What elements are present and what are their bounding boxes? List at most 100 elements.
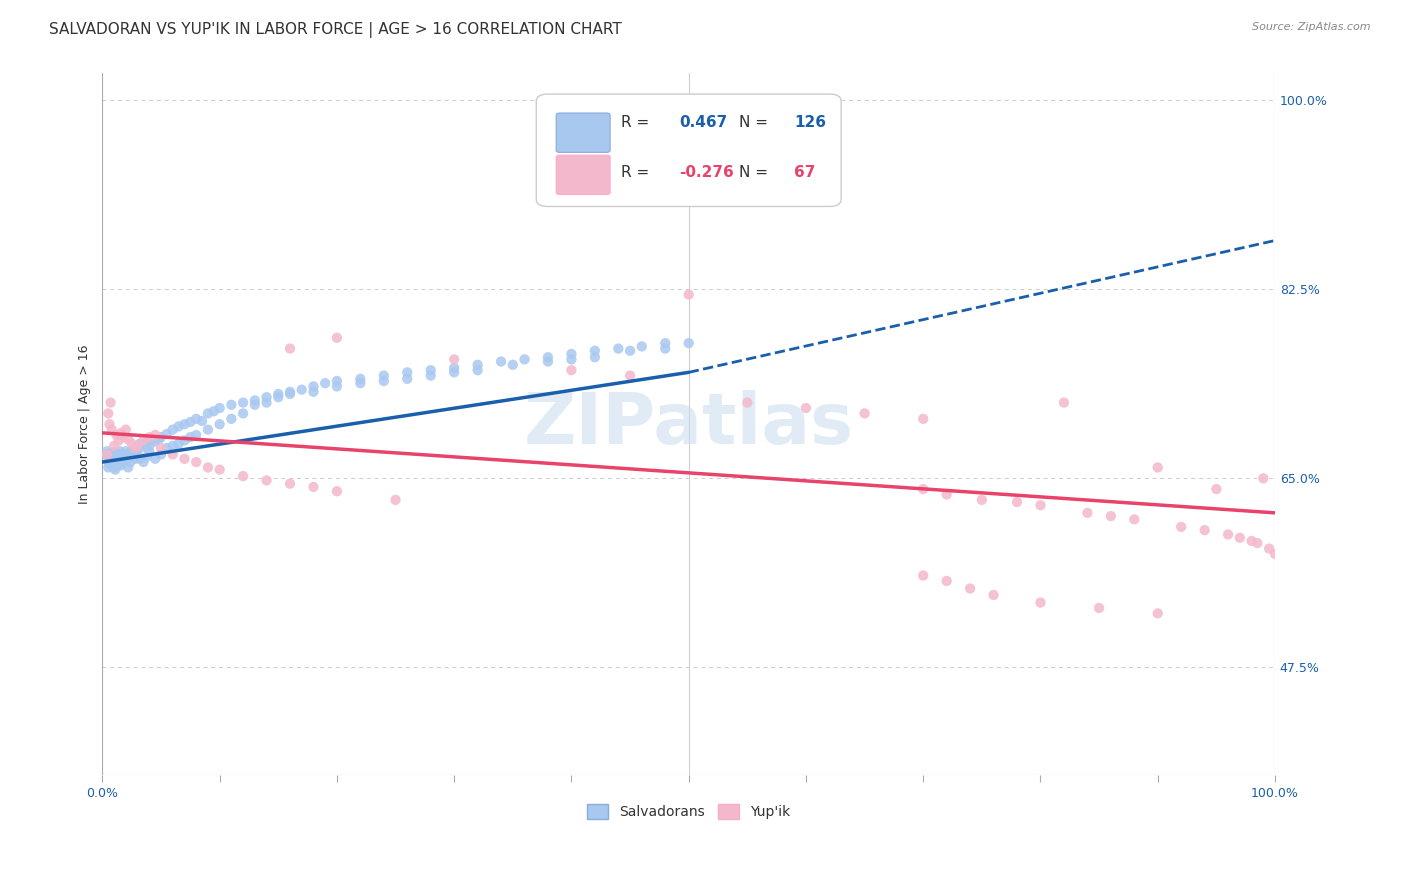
Point xyxy=(583,350,606,364)
Point xyxy=(197,460,219,475)
Point xyxy=(607,342,630,356)
Point xyxy=(129,451,152,466)
Point xyxy=(134,438,156,452)
Point xyxy=(326,484,349,499)
Point xyxy=(513,352,536,367)
Text: ZIPatlas: ZIPatlas xyxy=(523,390,853,458)
Point xyxy=(326,374,349,388)
Point xyxy=(654,336,676,351)
Point xyxy=(1005,495,1028,509)
Point xyxy=(105,448,128,462)
Point xyxy=(912,568,935,582)
Point xyxy=(129,436,152,450)
Point xyxy=(110,449,132,463)
Point xyxy=(1205,482,1227,496)
Point xyxy=(162,423,184,437)
FancyBboxPatch shape xyxy=(557,155,610,194)
Point xyxy=(278,384,301,399)
Point xyxy=(131,440,153,454)
Point xyxy=(1053,395,1076,409)
Point xyxy=(104,454,127,468)
Point xyxy=(489,354,512,368)
Point xyxy=(1123,512,1146,526)
Point xyxy=(100,449,122,463)
Point xyxy=(1088,601,1111,615)
Point xyxy=(853,406,876,420)
Point xyxy=(173,451,195,466)
Point xyxy=(107,453,129,467)
Text: N =: N = xyxy=(740,115,773,129)
Point xyxy=(111,446,134,460)
Point xyxy=(96,444,118,458)
Point xyxy=(243,398,266,412)
Point xyxy=(98,451,121,466)
Point xyxy=(150,430,173,444)
Point xyxy=(186,428,208,442)
Point xyxy=(107,457,129,471)
Point xyxy=(202,404,225,418)
Point xyxy=(256,395,278,409)
Point xyxy=(326,331,349,345)
Point xyxy=(560,347,582,361)
Point xyxy=(117,460,139,475)
Point xyxy=(1029,498,1052,512)
Point xyxy=(935,574,957,588)
Point xyxy=(98,417,121,432)
Text: N =: N = xyxy=(740,165,773,180)
Point xyxy=(103,439,125,453)
Point xyxy=(114,448,136,462)
Y-axis label: In Labor Force | Age > 16: In Labor Force | Age > 16 xyxy=(79,344,91,504)
Point xyxy=(127,448,149,462)
Legend: Salvadorans, Yup'ik: Salvadorans, Yup'ik xyxy=(581,799,796,825)
Point xyxy=(143,428,166,442)
Point xyxy=(121,436,143,450)
Point xyxy=(935,487,957,501)
Point xyxy=(138,439,160,453)
Point xyxy=(118,446,141,460)
Point xyxy=(120,455,142,469)
Point xyxy=(108,451,131,466)
Point xyxy=(103,445,125,459)
Point xyxy=(243,393,266,408)
Point xyxy=(104,462,127,476)
Point xyxy=(186,412,208,426)
Point xyxy=(349,376,371,391)
Point xyxy=(100,455,122,469)
Point xyxy=(105,428,128,442)
Point xyxy=(122,450,145,464)
Point xyxy=(560,352,582,367)
Point xyxy=(278,387,301,401)
Point xyxy=(107,434,129,448)
Point xyxy=(1229,531,1251,545)
Point xyxy=(208,462,231,476)
Point xyxy=(443,361,465,376)
Point xyxy=(98,457,121,471)
Point xyxy=(150,441,173,455)
Point xyxy=(396,365,419,379)
Point xyxy=(291,383,314,397)
Point xyxy=(1029,596,1052,610)
Point xyxy=(467,363,489,377)
Point xyxy=(156,426,179,441)
Point xyxy=(186,455,208,469)
Point xyxy=(122,450,145,465)
Point xyxy=(349,372,371,386)
Point xyxy=(912,412,935,426)
Point xyxy=(114,451,136,466)
Point xyxy=(373,368,395,383)
Point xyxy=(156,441,179,455)
Point xyxy=(143,434,166,449)
Point xyxy=(970,492,993,507)
Point xyxy=(103,460,125,475)
Point xyxy=(1146,460,1168,475)
Point xyxy=(678,287,700,301)
Point xyxy=(167,436,190,450)
Point xyxy=(1216,527,1239,541)
Text: SALVADORAN VS YUP'IK IN LABOR FORCE | AGE > 16 CORRELATION CHART: SALVADORAN VS YUP'IK IN LABOR FORCE | AG… xyxy=(49,22,621,38)
Point xyxy=(1240,533,1263,548)
Point xyxy=(114,448,136,462)
Point xyxy=(256,474,278,488)
Point xyxy=(678,336,700,351)
Point xyxy=(111,450,134,464)
Point xyxy=(959,582,981,596)
